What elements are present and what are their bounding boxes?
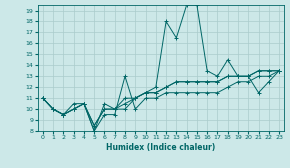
X-axis label: Humidex (Indice chaleur): Humidex (Indice chaleur) (106, 143, 215, 152)
